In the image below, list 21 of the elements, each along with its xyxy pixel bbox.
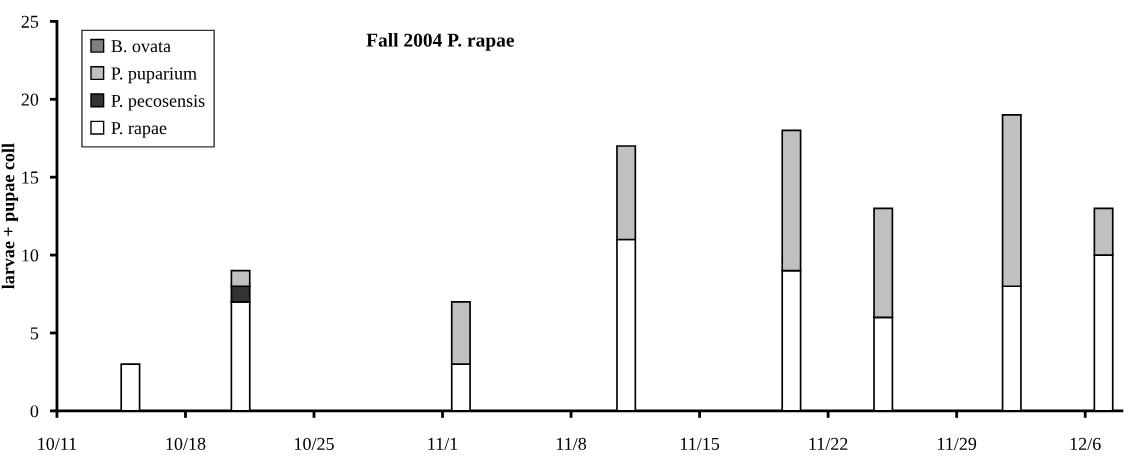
x-tick-label: 11/29 bbox=[938, 437, 977, 450]
x-tick-label: 11/1 bbox=[428, 437, 458, 450]
text: Fall 2004 P. rapae bbox=[366, 33, 515, 51]
x-tick-label: 11/22 bbox=[809, 437, 848, 450]
x-tick-label: 10/18 bbox=[166, 437, 206, 450]
x-tick-label: 10/25 bbox=[295, 437, 334, 450]
x-tick-label: 11/8 bbox=[556, 437, 587, 450]
x-tick-label: 10/11 bbox=[38, 437, 77, 450]
legend-label: P. puparium bbox=[111, 67, 197, 84]
y-tick-label: 15 bbox=[22, 171, 39, 184]
x-tick-label: 12/6 bbox=[1070, 437, 1101, 450]
legend-label: P. pecosensis bbox=[111, 94, 205, 111]
legend-label: B. ovata bbox=[111, 40, 171, 53]
legend-label: P. rapae bbox=[111, 122, 167, 138]
y-tick-label: 0 bbox=[30, 405, 39, 418]
y-axis-title: larvae + pupae coll bbox=[1, 143, 19, 289]
y-tick-label: 20 bbox=[21, 93, 39, 106]
x-tick-label: 11/15 bbox=[680, 437, 720, 450]
y-tick-label: 10 bbox=[22, 249, 39, 262]
y-tick-label: 5 bbox=[30, 327, 39, 340]
y-tick-label: 25 bbox=[21, 15, 39, 28]
